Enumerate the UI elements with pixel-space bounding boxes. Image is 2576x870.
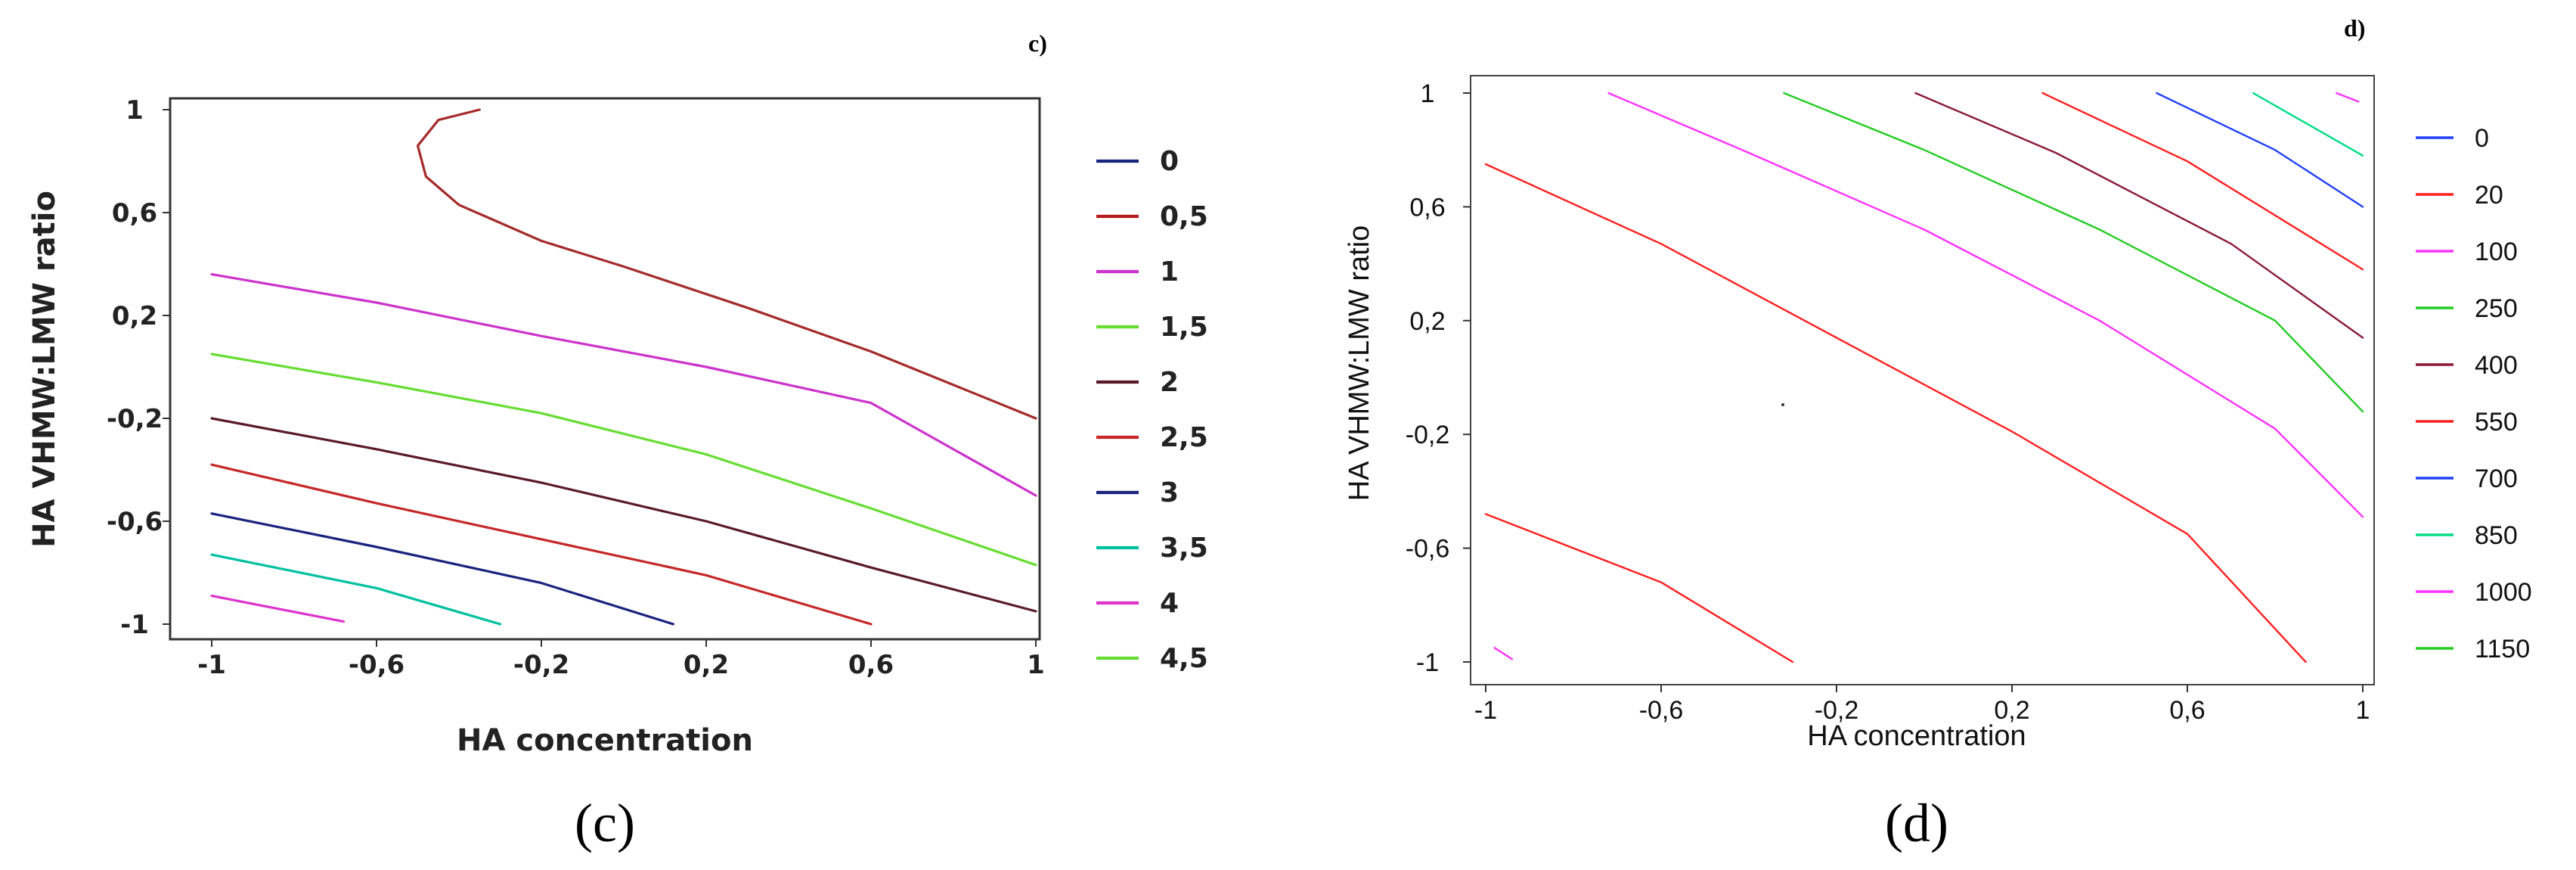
chart-d-contours	[1484, 92, 2364, 663]
chart-d-contour-line-1	[1484, 163, 2307, 663]
chart-d-x-tick-label: -1	[1474, 696, 1497, 725]
chart-d-contour-line-2	[1607, 92, 2364, 518]
chart-d-x-tick-label: 0,2	[1994, 696, 2029, 725]
chart-c-contour-line-4	[210, 463, 873, 626]
chart-c-y-tick-label: -1	[120, 610, 149, 640]
chart-c-x-ticks: -1 -0,6 -0,2 0,2 0,6 1	[197, 639, 1045, 680]
chart-c-contour-line-0	[416, 108, 1037, 420]
chart-c-x-tick-label: 1	[1027, 650, 1045, 680]
chart-d-legend-label: 400	[2475, 351, 2518, 380]
chart-d-contour-line-6	[2156, 92, 2364, 208]
chart-c-contour-line-5	[210, 512, 675, 626]
chart-c-legend-label: 3,5	[1160, 533, 1208, 564]
chart-d-x-tick-label: -0,6	[1639, 696, 1684, 725]
contour-chart-c: c) 1 0,6 0,2 -0,2 -0,6 -1 -1 -0,6 -0,2 0,2 0,6 1 H…	[27, 30, 1208, 853]
chart-c-caption: (c)	[575, 793, 635, 853]
chart-d-legend: 0 20 100 250 400 550 700 850 1000 1150	[2416, 124, 2532, 663]
chart-d-legend-label: 700	[2475, 465, 2518, 493]
chart-d-y-tick-label: -0,2	[1406, 421, 1450, 449]
chart-d-y-tick-label: 0,2	[1409, 307, 1445, 336]
chart-c-legend-label: 0	[1160, 146, 1179, 177]
chart-d-center-dot	[1781, 403, 1784, 406]
chart-d-y-label: HA VHMW:LMW ratio	[1344, 225, 1375, 502]
chart-c-legend-label: 4	[1160, 588, 1179, 619]
chart-c-y-tick-label: 0,6	[112, 198, 157, 228]
chart-c-y-tick-label: 1	[126, 95, 144, 126]
chart-c-contours	[210, 108, 1037, 626]
chart-c-legend-label: 1	[1160, 256, 1179, 287]
chart-c-contour-line-7	[210, 594, 345, 623]
chart-d-contour-line-7	[2252, 92, 2364, 157]
chart-d-plot-frame	[1470, 75, 2375, 685]
chart-d-y-tick-label: 1	[1421, 79, 1435, 108]
chart-d-legend-label: 1000	[2475, 578, 2532, 607]
chart-d-contour-line-9	[1493, 647, 1514, 660]
chart-c-legend-label: 3	[1160, 477, 1179, 508]
chart-c-y-tick-label: -0,6	[107, 507, 163, 537]
chart-d-y-tick-label: 0,6	[1409, 193, 1445, 222]
chart-c-legend-label: 4,5	[1160, 643, 1208, 674]
chart-d-contour-line-4	[1914, 92, 2364, 339]
chart-d-x-ticks: -1 -0,6 -0,2 0,2 0,6 1	[1474, 685, 2370, 725]
chart-d-x-tick-label: 0,6	[2169, 696, 2205, 725]
chart-d-contour-line-3	[1783, 92, 2364, 413]
chart-d-x-tick-label: 1	[2356, 696, 2370, 725]
chart-c-legend-label: 1,5	[1160, 312, 1208, 343]
chart-c-x-label: HA concentration	[457, 723, 753, 758]
chart-c-legend-label: 0,5	[1160, 201, 1208, 232]
chart-d-y-ticks: 1 0,6 0,2 -0,2 -0,6 -1	[1406, 79, 1471, 677]
contour-chart-d: d) 1 0,6 0,2 -0,2 -0,6 -1 -1 -0,6 -0,2 0,2 0,6 1 H…	[1344, 14, 2532, 853]
chart-c-legend: 0 0,5 1 1,5 2 2,5 3 3,5 4 4,5	[1096, 146, 1208, 674]
chart-d-y-tick-label: -1	[1416, 648, 1439, 677]
chart-c-legend-label: 2,5	[1160, 422, 1208, 453]
chart-c-x-tick-label: -0,6	[349, 650, 405, 680]
chart-d-legend-label: 550	[2475, 408, 2518, 437]
chart-c-x-tick-label: -1	[197, 650, 226, 680]
chart-c-y-tick-label: 0,2	[112, 301, 157, 331]
chart-c-contour-line-1	[210, 273, 1037, 497]
chart-d-legend-label: 1150	[2475, 635, 2530, 663]
chart-c-contour-line-3	[210, 417, 1037, 613]
chart-d-legend-label: 250	[2475, 294, 2518, 323]
chart-c-legend-label: 2	[1160, 367, 1179, 398]
chart-d-contour-line-5	[2041, 92, 2364, 271]
chart-c-contour-line-2	[210, 353, 1037, 567]
chart-c-x-tick-label: -0,2	[513, 650, 569, 680]
chart-c-x-tick-label: 0,2	[684, 650, 729, 680]
chart-d-contour-line-0	[1484, 513, 1794, 663]
chart-c-y-ticks: 1 0,6 0,2 -0,2 -0,6 -1	[107, 95, 170, 640]
chart-c-y-label: HA VHMW:LMW ratio	[27, 191, 62, 548]
chart-d-corner-label: d)	[2344, 14, 2365, 42]
chart-d-x-label: HA concentration	[1807, 720, 2026, 752]
chart-d-legend-label: 850	[2475, 521, 2518, 550]
chart-d-legend-label: 100	[2475, 238, 2518, 266]
chart-d-caption: (d)	[1885, 793, 1948, 853]
chart-c-plot-frame	[169, 97, 1041, 641]
chart-d-contour-line-8	[2335, 92, 2360, 103]
chart-c-contour-line-6	[210, 553, 502, 626]
chart-c-y-tick-label: -0,2	[107, 404, 163, 434]
chart-d-legend-label: 0	[2475, 124, 2489, 153]
chart-d-legend-label: 20	[2475, 181, 2503, 210]
chart-d-x-tick-label: -0,2	[1815, 696, 1859, 725]
chart-d-y-tick-label: -0,6	[1406, 535, 1450, 564]
chart-c-x-tick-label: 0,6	[848, 650, 894, 680]
chart-c-corner-label: c)	[1028, 30, 1047, 57]
